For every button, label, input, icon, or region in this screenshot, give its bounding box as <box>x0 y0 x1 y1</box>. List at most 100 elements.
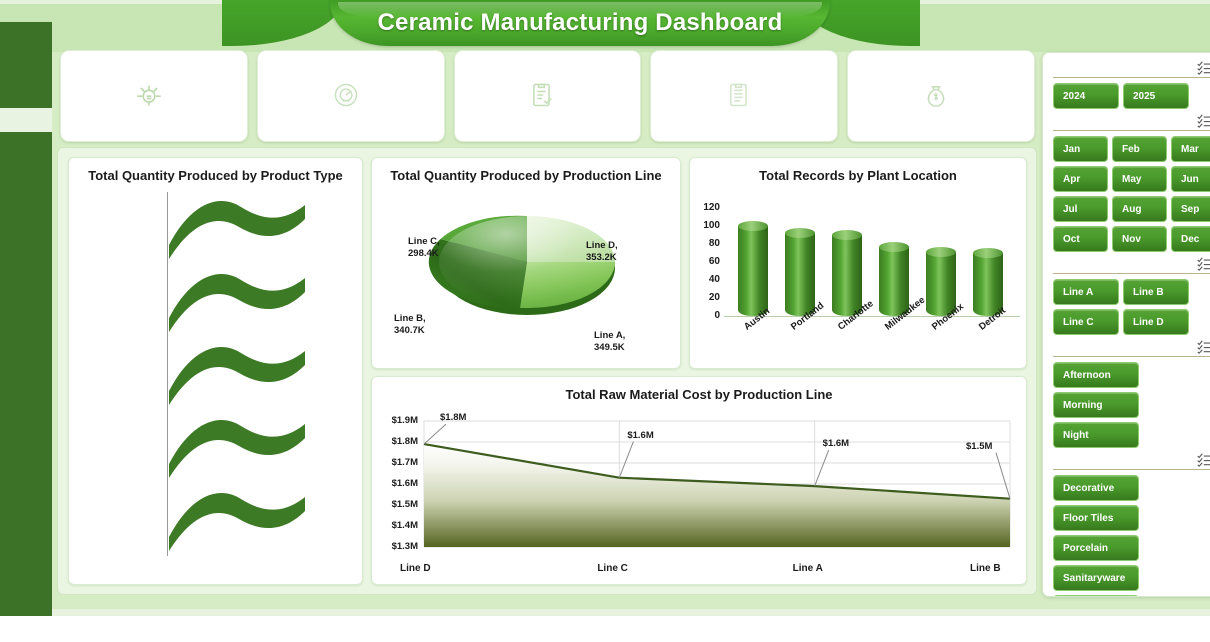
pie-label-line-c: Line C,298.4K <box>408 236 440 260</box>
charts-container: Total Quantity Produced by Product Type … <box>57 147 1037 595</box>
slicer-chip-jun[interactable]: Jun <box>1171 166 1210 192</box>
slicer-chip-line-c[interactable]: Line C <box>1053 309 1119 335</box>
slicer-chip-2025[interactable]: 2025 <box>1123 83 1189 109</box>
slicer-header-product-type <box>1053 453 1210 466</box>
area-chart-plot: $1.3M$1.4M$1.5M$1.6M$1.7M$1.8M$1.9M <box>372 403 1026 581</box>
ribbon-bar <box>167 489 307 555</box>
slicer-chip-dec[interactable]: Dec <box>1171 226 1210 252</box>
left-nav-active-strip <box>0 108 52 132</box>
slicer-divider <box>1053 77 1210 78</box>
chart-title-production-line: Total Quantity Produced by Production Li… <box>372 158 680 184</box>
ribbon-bar <box>167 270 307 336</box>
slicer-chip-may[interactable]: May <box>1112 166 1167 192</box>
bar-column <box>785 233 815 316</box>
slicer-chip-2024[interactable]: 2024 <box>1053 83 1119 109</box>
slicer-chip-grid: Decorative Floor Tiles Porcelain Sanitarywa… <box>1053 475 1210 597</box>
slicer-header-year <box>1053 61 1210 74</box>
filter-slicer-panel[interactable]: 20242025 JanFebMar AprMayJun JulAugSep OctNo… <box>1042 52 1210 597</box>
ribbon-bar <box>167 197 307 263</box>
multi-select-icon[interactable] <box>1197 340 1210 353</box>
bar-y-tick: 120 <box>694 202 720 213</box>
multi-select-icon[interactable] <box>1197 114 1210 127</box>
slicer-chip-stoneware[interactable]: Stoneware <box>1053 595 1139 597</box>
pie-label-line-b: Line B,340.7K <box>394 313 426 337</box>
ribbon-row <box>69 267 362 339</box>
bar-column <box>738 226 768 316</box>
slicer-chip-grid: Afternoon Morning Night <box>1053 362 1210 448</box>
page-title: Ceramic Manufacturing Dashboard <box>378 9 783 37</box>
kpi-main <box>725 68 763 122</box>
ribbon-row <box>69 340 362 412</box>
slicer-chip-oct[interactable]: Oct <box>1053 226 1108 252</box>
factory-icon <box>135 81 163 109</box>
area-x-label: Line C <box>597 563 628 574</box>
slicer-divider <box>1053 130 1210 131</box>
chart-title-plant-location: Total Records by Plant Location <box>690 158 1026 184</box>
kpi-main <box>332 68 370 122</box>
bar-y-tick: 40 <box>694 274 720 285</box>
slicer-chip-mar[interactable]: Mar <box>1171 136 1210 162</box>
bar-y-tick: 20 <box>694 292 720 303</box>
slicer-divider <box>1053 273 1210 274</box>
chart-quantity-by-product-type: Total Quantity Produced by Product Type <box>68 157 363 585</box>
multi-select-icon[interactable] <box>1197 453 1210 466</box>
defect-gauge-icon <box>332 81 360 109</box>
slicer-chip-jul[interactable]: Jul <box>1053 196 1108 222</box>
slicer-chip-grid: 20242025 <box>1053 83 1210 109</box>
chart-records-by-plant-location: Total Records by Plant Location 02040608… <box>689 157 1027 369</box>
pie-chart-plot: Line C,298.4K Line D,353.2K Line B,340.7… <box>372 184 680 344</box>
slicer-chip-grid: Line ALine BLine CLine D <box>1053 279 1210 335</box>
bar-top-cap <box>738 221 768 231</box>
chart-title-raw-material-cost: Total Raw Material Cost by Production Li… <box>372 377 1026 403</box>
kpi-card-2 <box>257 50 445 142</box>
kpi-main <box>135 68 173 122</box>
slicer-chip-sanitaryware[interactable]: Sanitaryware <box>1053 565 1139 591</box>
slicer-chip-night[interactable]: Night <box>1053 422 1139 448</box>
kpi-card-5 <box>847 50 1035 142</box>
area-data-label: $1.8M <box>440 412 466 423</box>
slicer-chip-jan[interactable]: Jan <box>1053 136 1108 162</box>
slicer-chip-aug[interactable]: Aug <box>1112 196 1167 222</box>
bar-column <box>832 235 862 316</box>
ribbon-bar <box>167 416 307 482</box>
slicer-chip-nov[interactable]: Nov <box>1112 226 1167 252</box>
area-data-label: $1.6M <box>823 438 849 449</box>
bar-chart-plot: 020406080100120 AustinPortlandCharlotteM… <box>690 184 1026 364</box>
slicer-header-shift <box>1053 340 1210 353</box>
slicer-chip-porcelain[interactable]: Porcelain <box>1053 535 1139 561</box>
chart-raw-material-cost: Total Raw Material Cost by Production Li… <box>371 376 1027 585</box>
money-bag-icon <box>922 81 950 109</box>
bar-y-tick: 60 <box>694 256 720 267</box>
slicer-chip-grid: JanFebMar AprMayJun JulAugSep OctNovDec <box>1053 136 1210 252</box>
area-data-label: $1.5M <box>966 441 992 452</box>
bar-body <box>785 233 815 316</box>
kpi-row <box>60 50 1035 142</box>
slicer-header-production-line <box>1053 257 1210 270</box>
slicer-chip-apr[interactable]: Apr <box>1053 166 1108 192</box>
ribbon-row <box>69 486 362 558</box>
dashboard-title-banner: Ceramic Manufacturing Dashboard <box>330 0 830 46</box>
ribbon-row <box>69 413 362 485</box>
dashboard-root: s e Ceramic Manufacturing Dashboard Tota… <box>0 0 1210 642</box>
slicer-chip-morning[interactable]: Morning <box>1053 392 1139 418</box>
multi-select-icon[interactable] <box>1197 257 1210 270</box>
slicer-chip-line-a[interactable]: Line A <box>1053 279 1119 305</box>
slicer-chip-line-d[interactable]: Line D <box>1123 309 1189 335</box>
slicer-chip-line-b[interactable]: Line B <box>1123 279 1189 305</box>
multi-select-icon[interactable] <box>1197 61 1210 74</box>
area-x-label: Line A <box>793 563 823 574</box>
ribbon-row <box>69 194 362 266</box>
left-nav-rail[interactable]: s e <box>0 22 52 616</box>
pie-label-line-d: Line D,353.2K <box>586 240 618 264</box>
bar-top-cap <box>785 228 815 238</box>
clipboard-check-icon <box>528 81 556 109</box>
slicer-chip-sep[interactable]: Sep <box>1171 196 1210 222</box>
bar-top-cap <box>832 230 862 240</box>
slicer-chip-feb[interactable]: Feb <box>1112 136 1167 162</box>
bar-top-cap <box>973 248 1003 258</box>
slicer-chip-floor-tiles[interactable]: Floor Tiles <box>1053 505 1139 531</box>
bar-top-cap <box>879 242 909 252</box>
slicer-chip-afternoon[interactable]: Afternoon <box>1053 362 1139 388</box>
slicer-chip-decorative[interactable]: Decorative <box>1053 475 1139 501</box>
pie-label-line-a: Line A,349.5K <box>594 330 625 354</box>
